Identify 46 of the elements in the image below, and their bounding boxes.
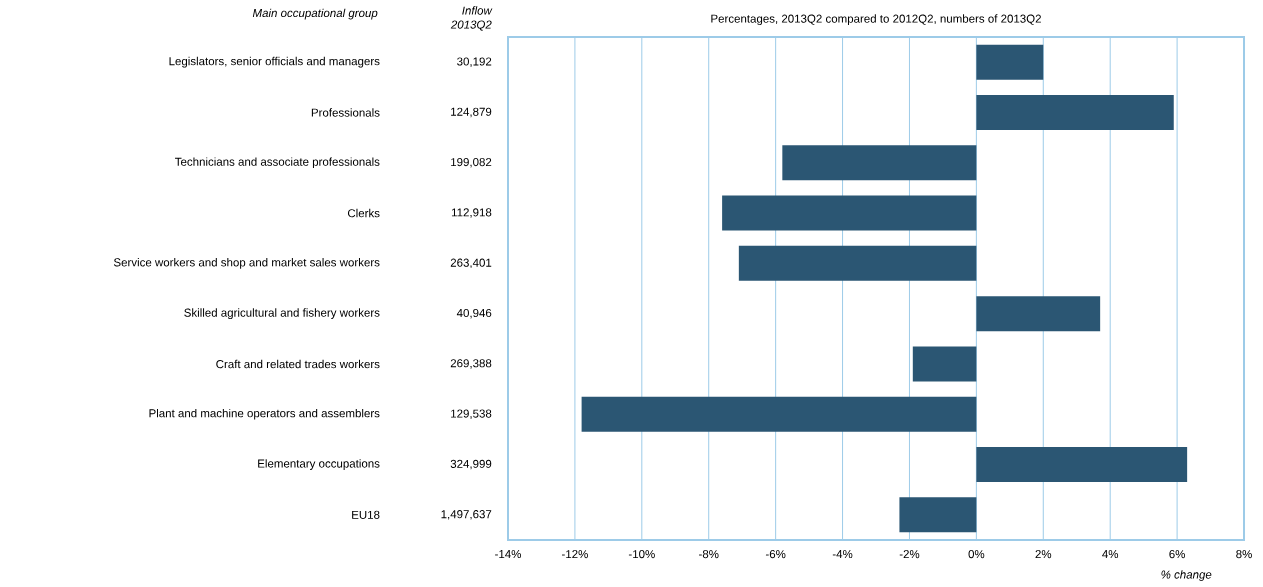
bar xyxy=(976,44,1044,80)
y2-tick-label: 324,999 xyxy=(450,459,492,470)
x-tick-label: 2% xyxy=(1035,550,1052,559)
y-axis-title: Main occupational group xyxy=(252,8,378,20)
x-tick-label: 0% xyxy=(968,550,985,559)
bar xyxy=(912,346,977,382)
x-tick-label: -10% xyxy=(628,550,655,559)
y2-tick-label: 269,388 xyxy=(450,359,492,369)
bar xyxy=(722,195,977,231)
x-tick-label: -6% xyxy=(765,550,786,559)
chart-title: Percentages, 2013Q2 compared to 2012Q2, numbers of 2013Q2 xyxy=(711,14,1041,25)
x-tick-label: -4% xyxy=(832,550,853,559)
x-tick-label: 4% xyxy=(1102,550,1119,559)
bar xyxy=(976,296,1101,332)
bar xyxy=(738,245,977,281)
y-tick-label: Technicians and associate professionals xyxy=(175,157,380,169)
y-tick-label: Craft and related trades workers xyxy=(216,359,380,369)
y-tick-label: Skilled agricultural and fishery workers xyxy=(184,308,380,320)
x-tick-label: -8% xyxy=(699,550,719,559)
y2-tick-label: 30,192 xyxy=(457,57,492,67)
y2-tick-label: 40,946 xyxy=(456,308,492,319)
bar xyxy=(899,497,977,533)
y-tick-label: Service workers and shop and market sales workers xyxy=(113,258,380,269)
y-tick-label: Legislators, senior officials and managers xyxy=(169,56,380,68)
bar xyxy=(581,396,977,432)
x-tick-label: -2% xyxy=(899,550,920,559)
y-tick-label: Professionals xyxy=(311,108,380,117)
x-axis-title: % change xyxy=(1161,570,1212,581)
y-tick-label: Plant and machine operators and assemblers xyxy=(149,408,380,420)
bar xyxy=(782,145,977,181)
x-tick-label: 6% xyxy=(1169,550,1185,559)
y2-tick-label: 129,538 xyxy=(451,409,492,419)
y-tick-label: Elementary occupations xyxy=(258,459,380,470)
y2-tick-label: 263,401 xyxy=(450,258,492,269)
x-tick-label: -14% xyxy=(495,550,522,559)
bar xyxy=(976,94,1174,130)
x-tick-label: -12% xyxy=(562,550,588,559)
y2-tick-label: 112,918 xyxy=(451,208,492,218)
x-tick-label: 8% xyxy=(1236,550,1252,559)
y2-tick-label: 124,879 xyxy=(451,107,492,118)
y2-tick-label: 199,082 xyxy=(451,158,492,168)
y2-tick-label: 1,497,637 xyxy=(441,510,492,520)
bar xyxy=(976,447,1188,483)
y2-axis-title: Inflow 2013Q2 xyxy=(450,6,493,31)
y-tick-label: Clerks xyxy=(347,208,380,218)
y-tick-label: EU18 xyxy=(352,510,380,519)
